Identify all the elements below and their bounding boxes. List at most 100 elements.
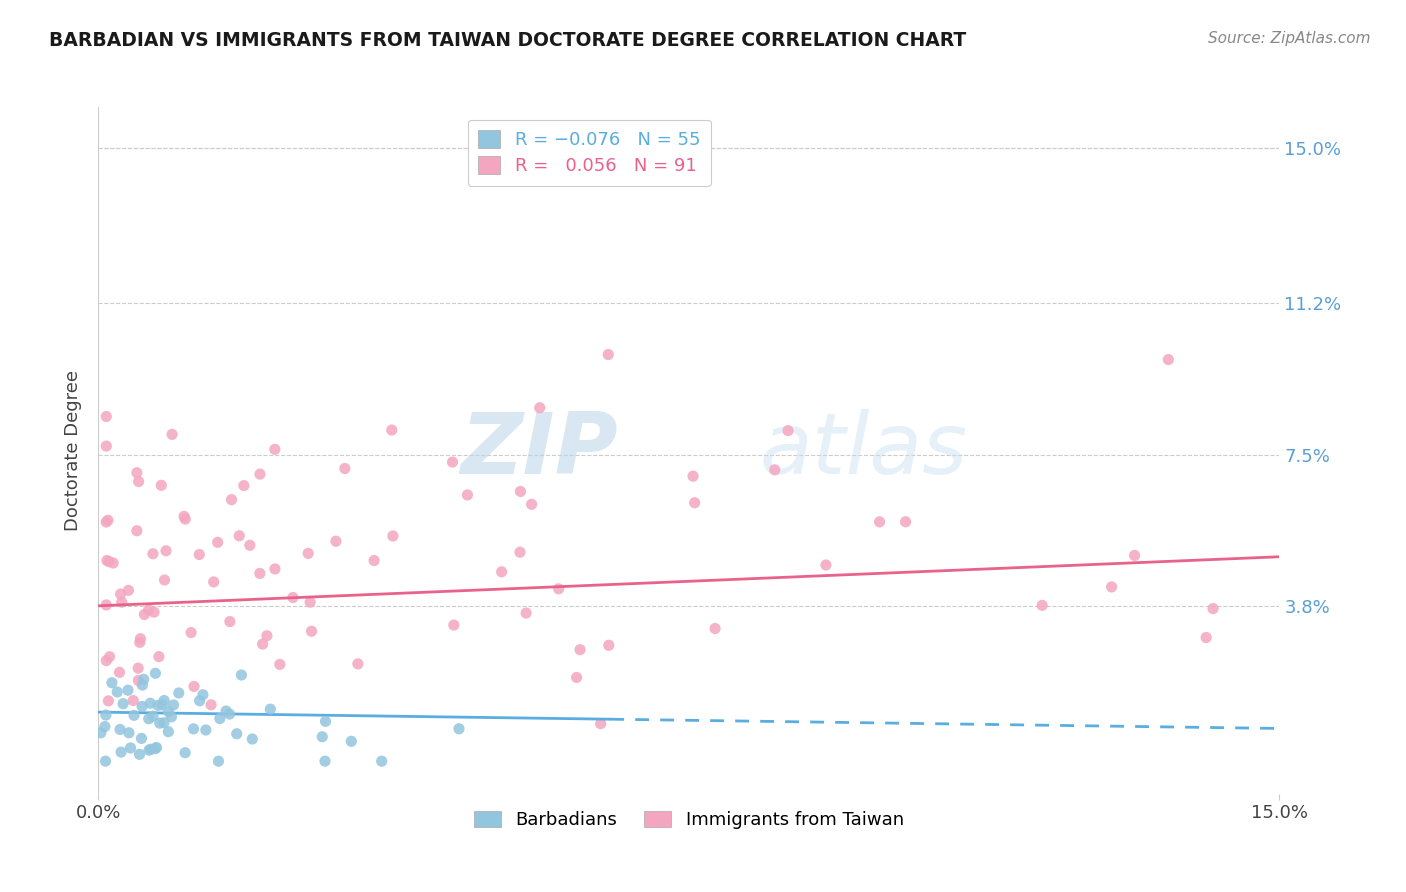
Point xyxy=(96,654,118,668)
Point xyxy=(589,716,612,731)
Point xyxy=(509,484,531,499)
Point xyxy=(240,732,263,747)
Point xyxy=(529,401,551,415)
Point xyxy=(162,698,184,712)
Point xyxy=(340,734,363,748)
Point xyxy=(325,534,347,549)
Point xyxy=(370,754,392,768)
Point xyxy=(218,707,240,722)
Text: ZIP: ZIP xyxy=(460,409,619,492)
Y-axis label: Doctorate Degree: Doctorate Degree xyxy=(63,370,82,531)
Point xyxy=(150,698,173,712)
Point xyxy=(1202,601,1225,615)
Point xyxy=(131,678,153,692)
Point xyxy=(131,699,153,714)
Point xyxy=(682,469,704,483)
Point xyxy=(183,680,205,694)
Point xyxy=(221,492,243,507)
Point xyxy=(207,754,229,768)
Point xyxy=(225,727,247,741)
Point xyxy=(167,686,190,700)
Point xyxy=(174,746,197,760)
Point xyxy=(232,478,254,492)
Point xyxy=(122,693,145,707)
Point xyxy=(183,722,205,736)
Point xyxy=(127,661,149,675)
Point xyxy=(96,515,118,529)
Point xyxy=(515,606,537,620)
Point xyxy=(363,553,385,567)
Point xyxy=(97,513,120,527)
Point xyxy=(117,683,139,698)
Point xyxy=(122,708,145,723)
Point xyxy=(128,635,150,649)
Point xyxy=(188,548,211,562)
Point xyxy=(215,704,238,718)
Point xyxy=(200,698,222,712)
Point xyxy=(1123,549,1146,563)
Point xyxy=(155,543,177,558)
Point xyxy=(194,723,217,737)
Point xyxy=(129,632,152,646)
Point xyxy=(598,638,620,652)
Point xyxy=(98,649,121,664)
Point xyxy=(441,455,464,469)
Point xyxy=(153,693,176,707)
Text: atlas: atlas xyxy=(759,409,967,492)
Point xyxy=(314,754,336,768)
Point xyxy=(145,740,167,755)
Point xyxy=(94,720,117,734)
Point xyxy=(219,615,242,629)
Point xyxy=(143,741,166,756)
Point xyxy=(142,709,165,723)
Point xyxy=(315,714,337,729)
Point xyxy=(160,427,183,442)
Point xyxy=(763,463,786,477)
Point xyxy=(150,478,173,492)
Point xyxy=(118,725,141,739)
Point xyxy=(263,442,285,457)
Point xyxy=(153,715,176,730)
Point xyxy=(94,754,117,768)
Point xyxy=(520,497,543,511)
Point xyxy=(180,625,202,640)
Point xyxy=(142,547,165,561)
Point xyxy=(1195,631,1218,645)
Point xyxy=(704,622,727,636)
Point xyxy=(1157,352,1180,367)
Point xyxy=(146,698,169,713)
Point xyxy=(311,730,333,744)
Point xyxy=(814,558,837,572)
Point xyxy=(208,712,231,726)
Point xyxy=(153,573,176,587)
Point xyxy=(96,553,118,567)
Point xyxy=(148,649,170,664)
Point xyxy=(683,496,706,510)
Point xyxy=(108,665,131,680)
Point xyxy=(256,629,278,643)
Point xyxy=(108,723,131,737)
Point xyxy=(231,668,253,682)
Point xyxy=(347,657,370,671)
Point xyxy=(96,409,118,424)
Point xyxy=(297,546,319,560)
Point xyxy=(173,509,195,524)
Point xyxy=(301,624,323,639)
Point xyxy=(143,605,166,619)
Text: BARBADIAN VS IMMIGRANTS FROM TAIWAN DOCTORATE DEGREE CORRELATION CHART: BARBADIAN VS IMMIGRANTS FROM TAIWAN DOCT… xyxy=(49,31,966,50)
Point xyxy=(381,529,404,543)
Point xyxy=(228,529,250,543)
Point xyxy=(157,724,180,739)
Point xyxy=(333,461,356,475)
Point xyxy=(456,488,478,502)
Point xyxy=(138,712,160,726)
Point xyxy=(547,582,569,596)
Point xyxy=(139,696,162,710)
Point xyxy=(110,587,132,601)
Point xyxy=(120,741,142,756)
Point xyxy=(598,347,620,361)
Point xyxy=(125,466,148,480)
Point xyxy=(96,439,118,453)
Point xyxy=(491,565,513,579)
Point xyxy=(128,747,150,762)
